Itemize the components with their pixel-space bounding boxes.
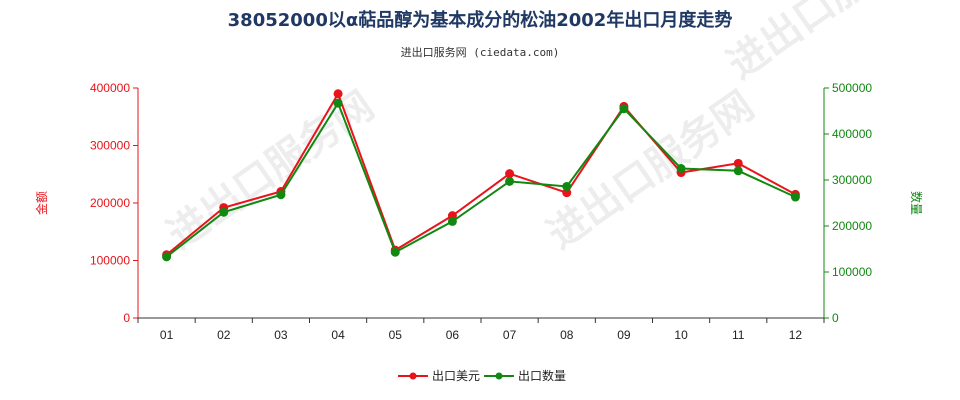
chart-subtitle: 进出口服务网 (ciedata.com) [400, 46, 560, 59]
y-left-tick-label: 200000 [90, 196, 130, 210]
data-point-export-qty [447, 216, 457, 226]
legend-label-export-qty: 出口数量 [518, 369, 567, 383]
x-tick-label: 11 [732, 328, 745, 342]
legend-swatch-export-usd [398, 372, 428, 380]
chart-title: 38052000以α萜品醇为基本成分的松油2002年出口月度走势 [227, 10, 733, 31]
series-line-export-qty [165, 100, 796, 258]
y-axis-right-label: 数量 [909, 191, 924, 215]
data-point-export-qty [219, 207, 229, 217]
series-layer [162, 89, 800, 262]
y-left-tick-label: 400000 [90, 81, 130, 95]
data-point-export-qty [390, 247, 400, 257]
x-tick-label: 04 [331, 328, 345, 342]
x-tick-label: 05 [389, 328, 403, 342]
data-point-export-usd [333, 89, 343, 99]
x-tick-label: 09 [617, 328, 631, 342]
y-right-tick-label: 200000 [832, 219, 872, 233]
y-left-tick-label: 0 [123, 311, 130, 325]
data-point-export-usd [733, 158, 743, 168]
x-tick-label: 02 [217, 328, 231, 342]
data-point-export-qty [162, 252, 172, 262]
x-tick-label: 10 [674, 328, 688, 342]
data-point-export-qty [276, 190, 286, 200]
y-right-tick-label: 100000 [832, 265, 872, 279]
y-left-tick-label: 100000 [90, 254, 130, 268]
x-tick-label: 06 [446, 328, 460, 342]
data-point-export-qty [505, 176, 515, 186]
y-right-tick-label: 0 [832, 311, 839, 325]
data-point-export-qty [562, 181, 572, 191]
data-point-export-qty [333, 98, 343, 108]
y-right-tick-label: 500000 [832, 81, 872, 95]
y-axis-left-label: 金额 [34, 191, 49, 215]
data-point-export-usd [505, 169, 515, 179]
data-point-export-qty [790, 192, 800, 202]
x-tick-label: 07 [503, 328, 517, 342]
x-axis-ticks: 01 02 03 04 05 06 07 08 09 10 11 12 [137, 318, 825, 342]
data-point-export-usd [562, 188, 572, 198]
x-tick-label: 12 [789, 328, 803, 342]
data-point-export-qty [733, 166, 743, 176]
left-axis-ticks: 0 100000 200000 300000 400000 [90, 81, 138, 325]
right-axis-ticks: 0 100000 200000 300000 400000 500000 [824, 81, 872, 325]
legend-label-export-usd: 出口美元 [432, 369, 481, 383]
x-tick-label: 01 [160, 328, 174, 342]
data-point-export-qty [619, 104, 629, 114]
y-left-tick-label: 300000 [90, 139, 130, 153]
y-right-tick-label: 300000 [832, 173, 872, 187]
legend: 出口美元 出口数量 [0, 366, 960, 386]
x-tick-label: 03 [274, 328, 288, 342]
series-line-export-usd [165, 91, 796, 256]
y-right-tick-label: 400000 [832, 127, 872, 141]
legend-swatch-export-qty [484, 372, 514, 380]
data-point-export-qty [676, 164, 686, 173]
watermark-text: 进出口服务网 [719, 0, 942, 88]
x-tick-label: 08 [560, 328, 574, 342]
